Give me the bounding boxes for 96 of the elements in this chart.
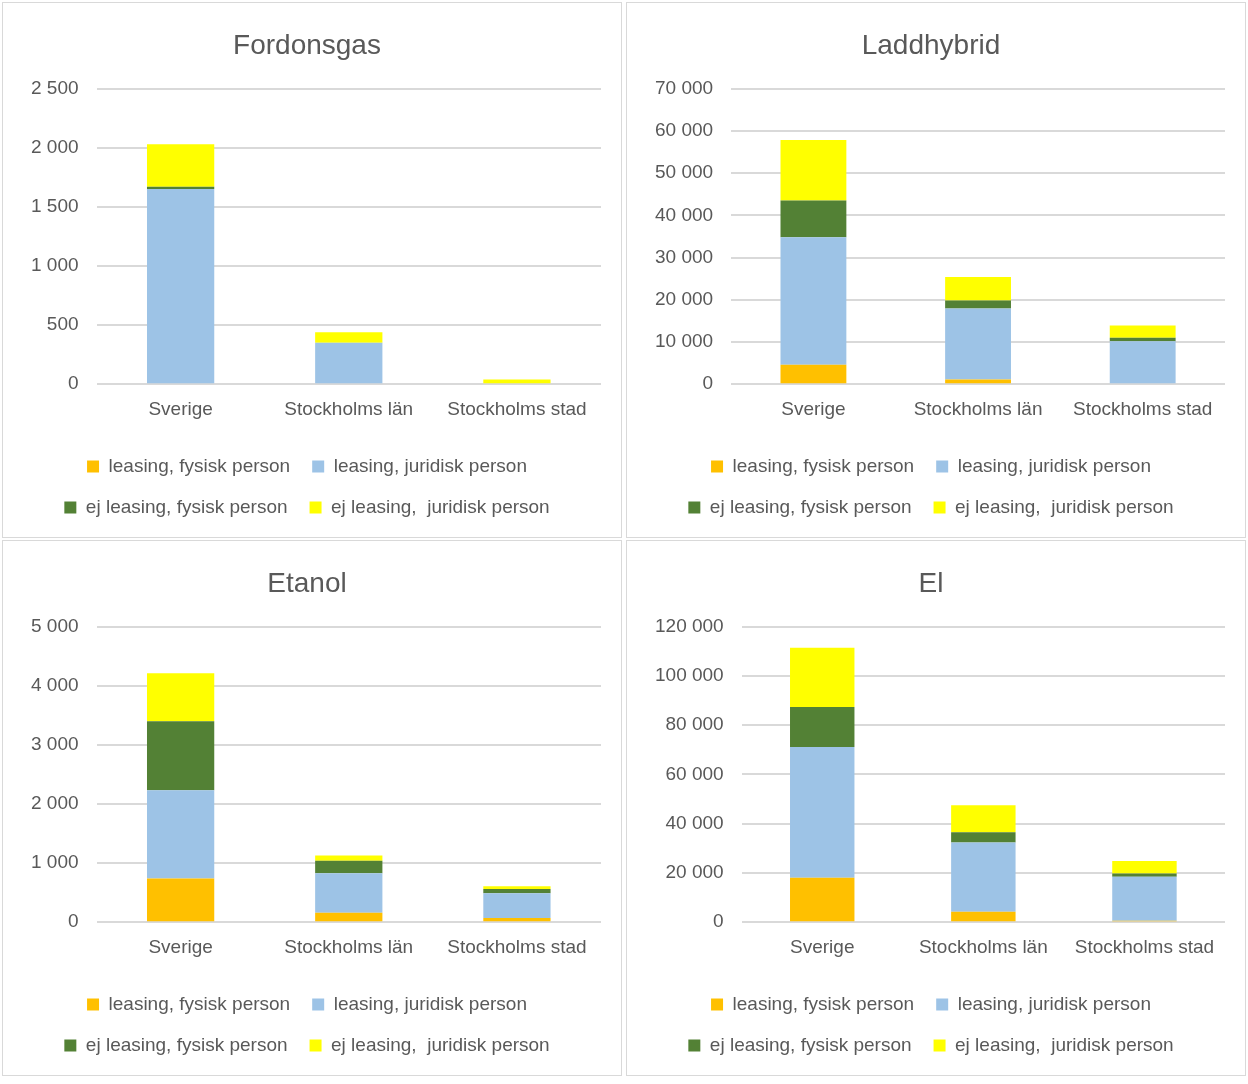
bar [146,144,215,187]
y-tick-label: 40 000 [654,203,714,225]
y-tick-label: 120 000 [654,614,724,636]
bar [1109,325,1176,338]
y-tick-label: 40 000 [665,811,724,833]
bar [780,237,847,365]
bar [1112,876,1177,921]
x-tick-label: Stockholms län [918,935,1048,957]
chart-title: Laddhybrid [861,28,1001,60]
legend-label: leasing, juridisk person [333,454,527,476]
chart-title: El [918,566,944,598]
bar [483,893,551,919]
bar [951,805,1016,833]
bar [315,860,383,874]
bar [146,673,215,722]
bar [790,747,855,878]
y-tick-label: 20 000 [654,287,714,309]
x-tick-label: Sverige [781,397,846,419]
y-tick-label: 60 000 [654,119,714,141]
legend-label: ej leasing, juridisk person [955,1033,1174,1055]
x-tick-label: Sverige [148,397,213,419]
bar [483,886,551,890]
legend-label: ej leasing, juridisk person [955,495,1174,517]
bar [146,189,215,384]
legend-label: leasing, fysisk person [108,454,291,476]
bar [790,877,855,922]
legend-label: ej leasing, fysisk person [85,495,288,517]
y-tick-label: 0 [67,372,79,394]
legend-label: ej leasing, fysisk person [709,495,912,517]
bar [945,300,1011,309]
x-tick-label: Stockholms stad [447,397,587,419]
legend-label: leasing, fysisk person [732,992,915,1014]
bar [1109,341,1176,384]
y-tick-label: 2 000 [31,135,79,157]
bar [315,855,383,861]
y-tick-label: 1 000 [31,254,79,276]
bar [1112,873,1177,877]
y-tick-label: 0 [713,910,724,932]
legend-label: leasing, juridisk person [333,992,527,1014]
bar [146,721,215,791]
y-tick-label: 10 000 [654,330,714,352]
bar [951,911,1016,922]
x-tick-label: Stockholms stad [1074,935,1215,957]
bar [780,364,847,384]
bar [951,832,1016,843]
y-tick-label: 5 000 [31,614,79,636]
bar [315,912,383,922]
chart-title: Etanol [267,566,347,598]
bar [315,873,383,913]
y-tick-label: 0 [702,372,714,394]
legend-label: leasing, fysisk person [732,454,915,476]
bar [951,842,1016,912]
x-tick-label: Stockholms stad [1072,397,1213,419]
bar [780,140,847,201]
legend-label: leasing, fysisk person [108,992,291,1014]
bar [790,647,855,707]
x-tick-label: Sverige [148,935,213,957]
y-tick-label: 2 500 [31,76,79,98]
bar [1112,861,1177,874]
legend-label: ej leasing, fysisk person [709,1033,912,1055]
y-tick-label: 100 000 [654,664,724,686]
y-tick-label: 20 000 [665,861,724,883]
y-tick-label: 50 000 [654,161,714,183]
x-tick-label: Stockholms län [284,397,414,419]
bar [315,332,383,343]
y-tick-label: 1 000 [31,851,79,873]
bar [790,706,855,748]
bar [483,889,551,894]
legend-label: ej leasing, juridisk person [331,1033,550,1055]
chart-title: Fordonsgas [233,28,381,60]
legend-label: ej leasing, juridisk person [331,495,550,517]
bar [945,276,1011,301]
y-tick-label: 3 000 [31,733,79,755]
x-tick-label: Stockholms stad [447,935,587,957]
bar [945,308,1011,380]
legend-label: leasing, juridisk person [957,454,1151,476]
legend-label: leasing, juridisk person [957,992,1151,1014]
x-tick-label: Sverige [790,935,855,957]
x-tick-label: Stockholms län [913,397,1043,419]
y-tick-label: 60 000 [665,762,724,784]
bar [780,200,847,238]
bar [315,342,383,384]
bar [483,918,551,922]
bar [146,878,215,922]
y-tick-label: 80 000 [665,713,724,735]
y-tick-label: 2 000 [31,792,79,814]
legend-label: ej leasing, fysisk person [85,1033,288,1055]
y-tick-label: 4 000 [31,673,79,695]
y-tick-label: 1 500 [31,195,79,217]
bar [146,790,215,879]
y-tick-label: 30 000 [654,245,714,267]
bar [483,379,551,384]
x-tick-label: Stockholms län [284,935,414,957]
y-tick-label: 70 000 [654,76,714,98]
y-tick-label: 500 [46,313,79,335]
y-tick-label: 0 [67,910,79,932]
